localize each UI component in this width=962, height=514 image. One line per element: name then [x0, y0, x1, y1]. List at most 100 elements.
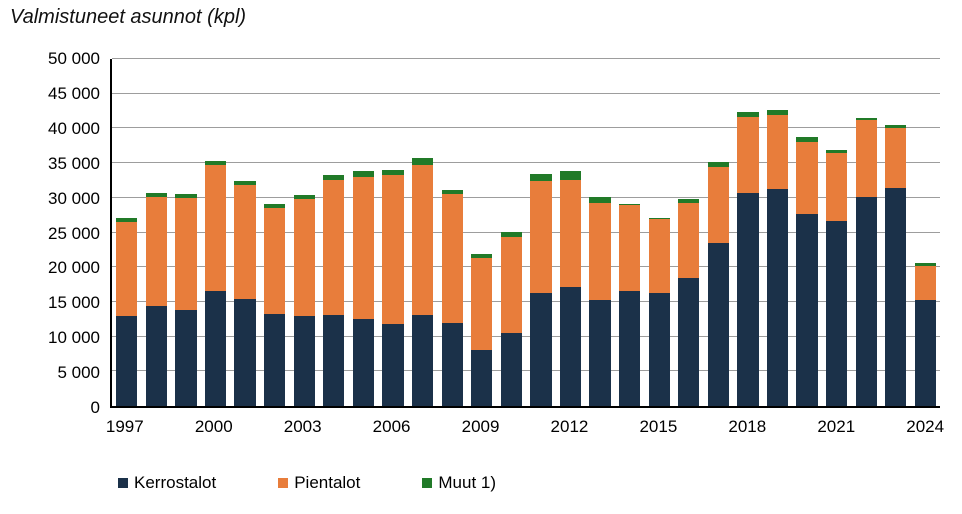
- bar-2002: [260, 59, 290, 406]
- bar-stack-2002: [264, 59, 286, 406]
- bar-segment-pientalot: [471, 258, 493, 351]
- bar-segment-kerrostalot: [855, 197, 877, 406]
- bar-segment-muut-1: [116, 217, 138, 223]
- bar-segment-muut-1: [885, 124, 907, 129]
- bar-segment-muut-1: [204, 161, 227, 166]
- bar-stack-2000: [204, 59, 227, 406]
- x-tick-label: 2021: [817, 417, 856, 436]
- legend-swatch-pientalot: [278, 478, 289, 488]
- bar-stack-2024: [914, 59, 937, 406]
- bar-stack-2011: [530, 59, 552, 406]
- bar-segment-kerrostalot: [737, 192, 759, 406]
- legend-swatch-muut-1: [422, 478, 433, 488]
- bar-segment-pientalot: [204, 165, 227, 291]
- bar-segment-pientalot: [352, 177, 375, 319]
- bar-segment-muut-1: [145, 192, 167, 198]
- x-tick-label: 2009: [461, 417, 500, 436]
- bar-2019: [763, 59, 793, 406]
- bar-segment-pientalot: [826, 152, 848, 222]
- gridline: [112, 127, 940, 129]
- bar-segment-muut-1: [766, 109, 789, 115]
- bar-2006: [378, 59, 408, 406]
- bar-stack-2006: [382, 59, 404, 406]
- bar-stack-2018: [737, 59, 759, 406]
- bar-2022: [851, 59, 881, 406]
- bar-segment-muut-1: [323, 175, 345, 180]
- legend-label: Pientalot: [294, 473, 361, 492]
- bar-2007: [408, 59, 438, 406]
- bar-segment-muut-1: [382, 170, 404, 175]
- gridline: [112, 58, 940, 59]
- bar-segment-pientalot: [796, 141, 818, 214]
- bar-stack-2012: [559, 59, 582, 406]
- bar-segment-pientalot: [382, 174, 404, 325]
- bar-stack-2007: [411, 59, 434, 406]
- bar-segment-pientalot: [234, 185, 256, 300]
- x-tick-label: 1997: [105, 417, 144, 436]
- bar-segment-muut-1: [855, 118, 877, 121]
- bar-segment-kerrostalot: [411, 315, 434, 406]
- bar-segment-kerrostalot: [826, 221, 848, 406]
- bar-stack-2001: [234, 59, 256, 406]
- bar-2005: [349, 59, 379, 406]
- bar-2004: [319, 59, 349, 406]
- bar-segment-pientalot: [648, 219, 670, 293]
- bar-segment-muut-1: [441, 189, 463, 194]
- bar-stack-2015: [648, 59, 670, 406]
- bar-segment-kerrostalot: [293, 315, 315, 406]
- bar-segment-pientalot: [175, 197, 197, 310]
- bar-segment-pientalot: [116, 222, 138, 316]
- bar-2017: [704, 59, 734, 406]
- bar-segment-pientalot: [707, 167, 729, 243]
- bar-stack-2019: [766, 59, 789, 406]
- bar-segment-muut-1: [264, 203, 286, 208]
- x-tick-label: 2003: [283, 417, 322, 436]
- bar-segment-pientalot: [264, 207, 286, 314]
- bar-2023: [881, 59, 911, 406]
- bar-segment-kerrostalot: [530, 292, 552, 406]
- bar-stack-2005: [352, 59, 375, 406]
- bar-segment-kerrostalot: [175, 309, 197, 406]
- bar-2011: [526, 59, 556, 406]
- bar-segment-pientalot: [618, 205, 641, 291]
- legend-item-kerrostalot: Kerrostalot: [118, 473, 216, 493]
- bar-segment-kerrostalot: [648, 292, 670, 406]
- bar-segment-kerrostalot: [500, 333, 522, 406]
- legend-item-muut-1: Muut 1): [422, 473, 496, 493]
- bar-segment-kerrostalot: [204, 290, 227, 406]
- bar-segment-pientalot: [559, 180, 582, 288]
- bar-stack-2014: [618, 59, 641, 406]
- bar-segment-pientalot: [530, 181, 552, 293]
- bar-segment-muut-1: [914, 262, 937, 267]
- bar-2001: [230, 59, 260, 406]
- bar-stack-2016: [678, 59, 700, 406]
- bar-2013: [585, 59, 615, 406]
- x-axis-labels: 1997 2000 2003 2006 2009 2012 2015 2018 2021 2024: [106, 417, 944, 439]
- bar-segment-muut-1: [678, 198, 700, 203]
- x-tick-label: 2024: [906, 417, 945, 436]
- bar-segment-kerrostalot: [323, 315, 345, 406]
- bar-segment-pientalot: [855, 120, 877, 198]
- bar-segment-pientalot: [766, 114, 789, 189]
- bar-segment-kerrostalot: [145, 306, 167, 406]
- bar-2020: [792, 59, 822, 406]
- bar-segment-kerrostalot: [766, 188, 789, 406]
- x-tick-label: 2012: [550, 417, 589, 436]
- bar-stack-2023: [885, 59, 907, 406]
- bar-segment-kerrostalot: [618, 290, 641, 406]
- gridline: [112, 300, 940, 302]
- bar-2003: [289, 59, 319, 406]
- bar-segment-kerrostalot: [234, 299, 256, 406]
- bar-1998: [142, 59, 172, 406]
- bar-2024: [911, 59, 941, 406]
- gridline: [112, 92, 940, 94]
- bar-segment-pientalot: [441, 193, 463, 324]
- bar-stack-2009: [471, 59, 493, 406]
- bar-segment-kerrostalot: [116, 315, 138, 406]
- bar-segment-muut-1: [500, 232, 522, 237]
- bar-segment-muut-1: [737, 111, 759, 117]
- bar-segment-muut-1: [530, 174, 552, 182]
- bar-stack-2021: [826, 59, 848, 406]
- bar-2015: [644, 59, 674, 406]
